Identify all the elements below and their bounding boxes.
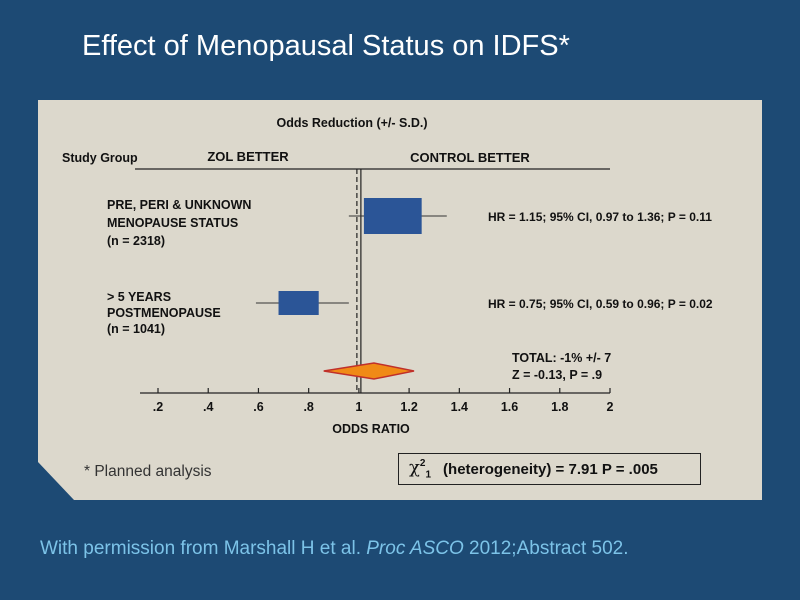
x-tick-label: 1.8 bbox=[551, 400, 568, 414]
estimate-box bbox=[363, 198, 422, 234]
x-tick-label: 1 bbox=[355, 400, 362, 414]
study-stats-text: HR = 1.15; 95% CI, 0.97 to 1.36; P = 0.1… bbox=[488, 210, 712, 224]
forest-plot-panel: Odds Reduction (+/- S.D.) Study Group ZOL … bbox=[38, 100, 762, 500]
chi-square-symbol: χ21 bbox=[409, 457, 432, 481]
heterogeneity-box: χ21 (heterogeneity) = 7.91 P = .005 bbox=[398, 453, 701, 485]
x-tick-label: .8 bbox=[303, 400, 313, 414]
footnote: * Planned analysis bbox=[84, 463, 212, 480]
total-diamond bbox=[323, 362, 415, 380]
x-tick-label: .6 bbox=[253, 400, 263, 414]
slide-title: Effect of Menopausal Status on IDFS* bbox=[82, 30, 570, 62]
x-tick-label: 1.6 bbox=[501, 400, 518, 414]
zol-better-label: ZOL BETTER bbox=[207, 149, 289, 164]
study-label-line: > 5 YEARS bbox=[107, 290, 171, 304]
study-label-line: PRE, PERI & UNKNOWN bbox=[107, 198, 251, 212]
control-better-label: CONTROL BETTER bbox=[410, 150, 530, 165]
x-tick-label: .4 bbox=[203, 400, 213, 414]
x-tick-label: 1.4 bbox=[451, 400, 468, 414]
journal-name: Proc ASCO bbox=[366, 538, 464, 559]
x-axis-label: ODDS RATIO bbox=[332, 422, 410, 436]
x-tick-label: .2 bbox=[153, 400, 163, 414]
study-label-line: (n = 2318) bbox=[107, 234, 165, 248]
heterogeneity-text: (heterogeneity) = 7.91 P = .005 bbox=[443, 460, 658, 478]
x-tick-label: 1.2 bbox=[400, 400, 417, 414]
study-stats-text: HR = 0.75; 95% CI, 0.59 to 0.96; P = 0.0… bbox=[488, 297, 713, 311]
chart-title: Odds Reduction (+/- S.D.) bbox=[276, 116, 427, 130]
study-label-line: POSTMENOPAUSE bbox=[107, 306, 221, 320]
total-z-text: Z = -0.13, P = .9 bbox=[512, 368, 602, 382]
study-label-line: MENOPAUSE STATUS bbox=[107, 216, 238, 230]
total-summary-text: TOTAL: -1% +/- 7 bbox=[512, 351, 611, 365]
citation: With permission from Marshall H et al. P… bbox=[40, 538, 629, 559]
forest-plot: Odds Reduction (+/- S.D.) Study Group ZOL … bbox=[62, 116, 713, 436]
study-label-line: (n = 1041) bbox=[107, 322, 165, 336]
estimate-box bbox=[278, 291, 319, 315]
x-tick-label: 2 bbox=[607, 400, 614, 414]
column-header-study-group: Study Group bbox=[62, 151, 138, 165]
